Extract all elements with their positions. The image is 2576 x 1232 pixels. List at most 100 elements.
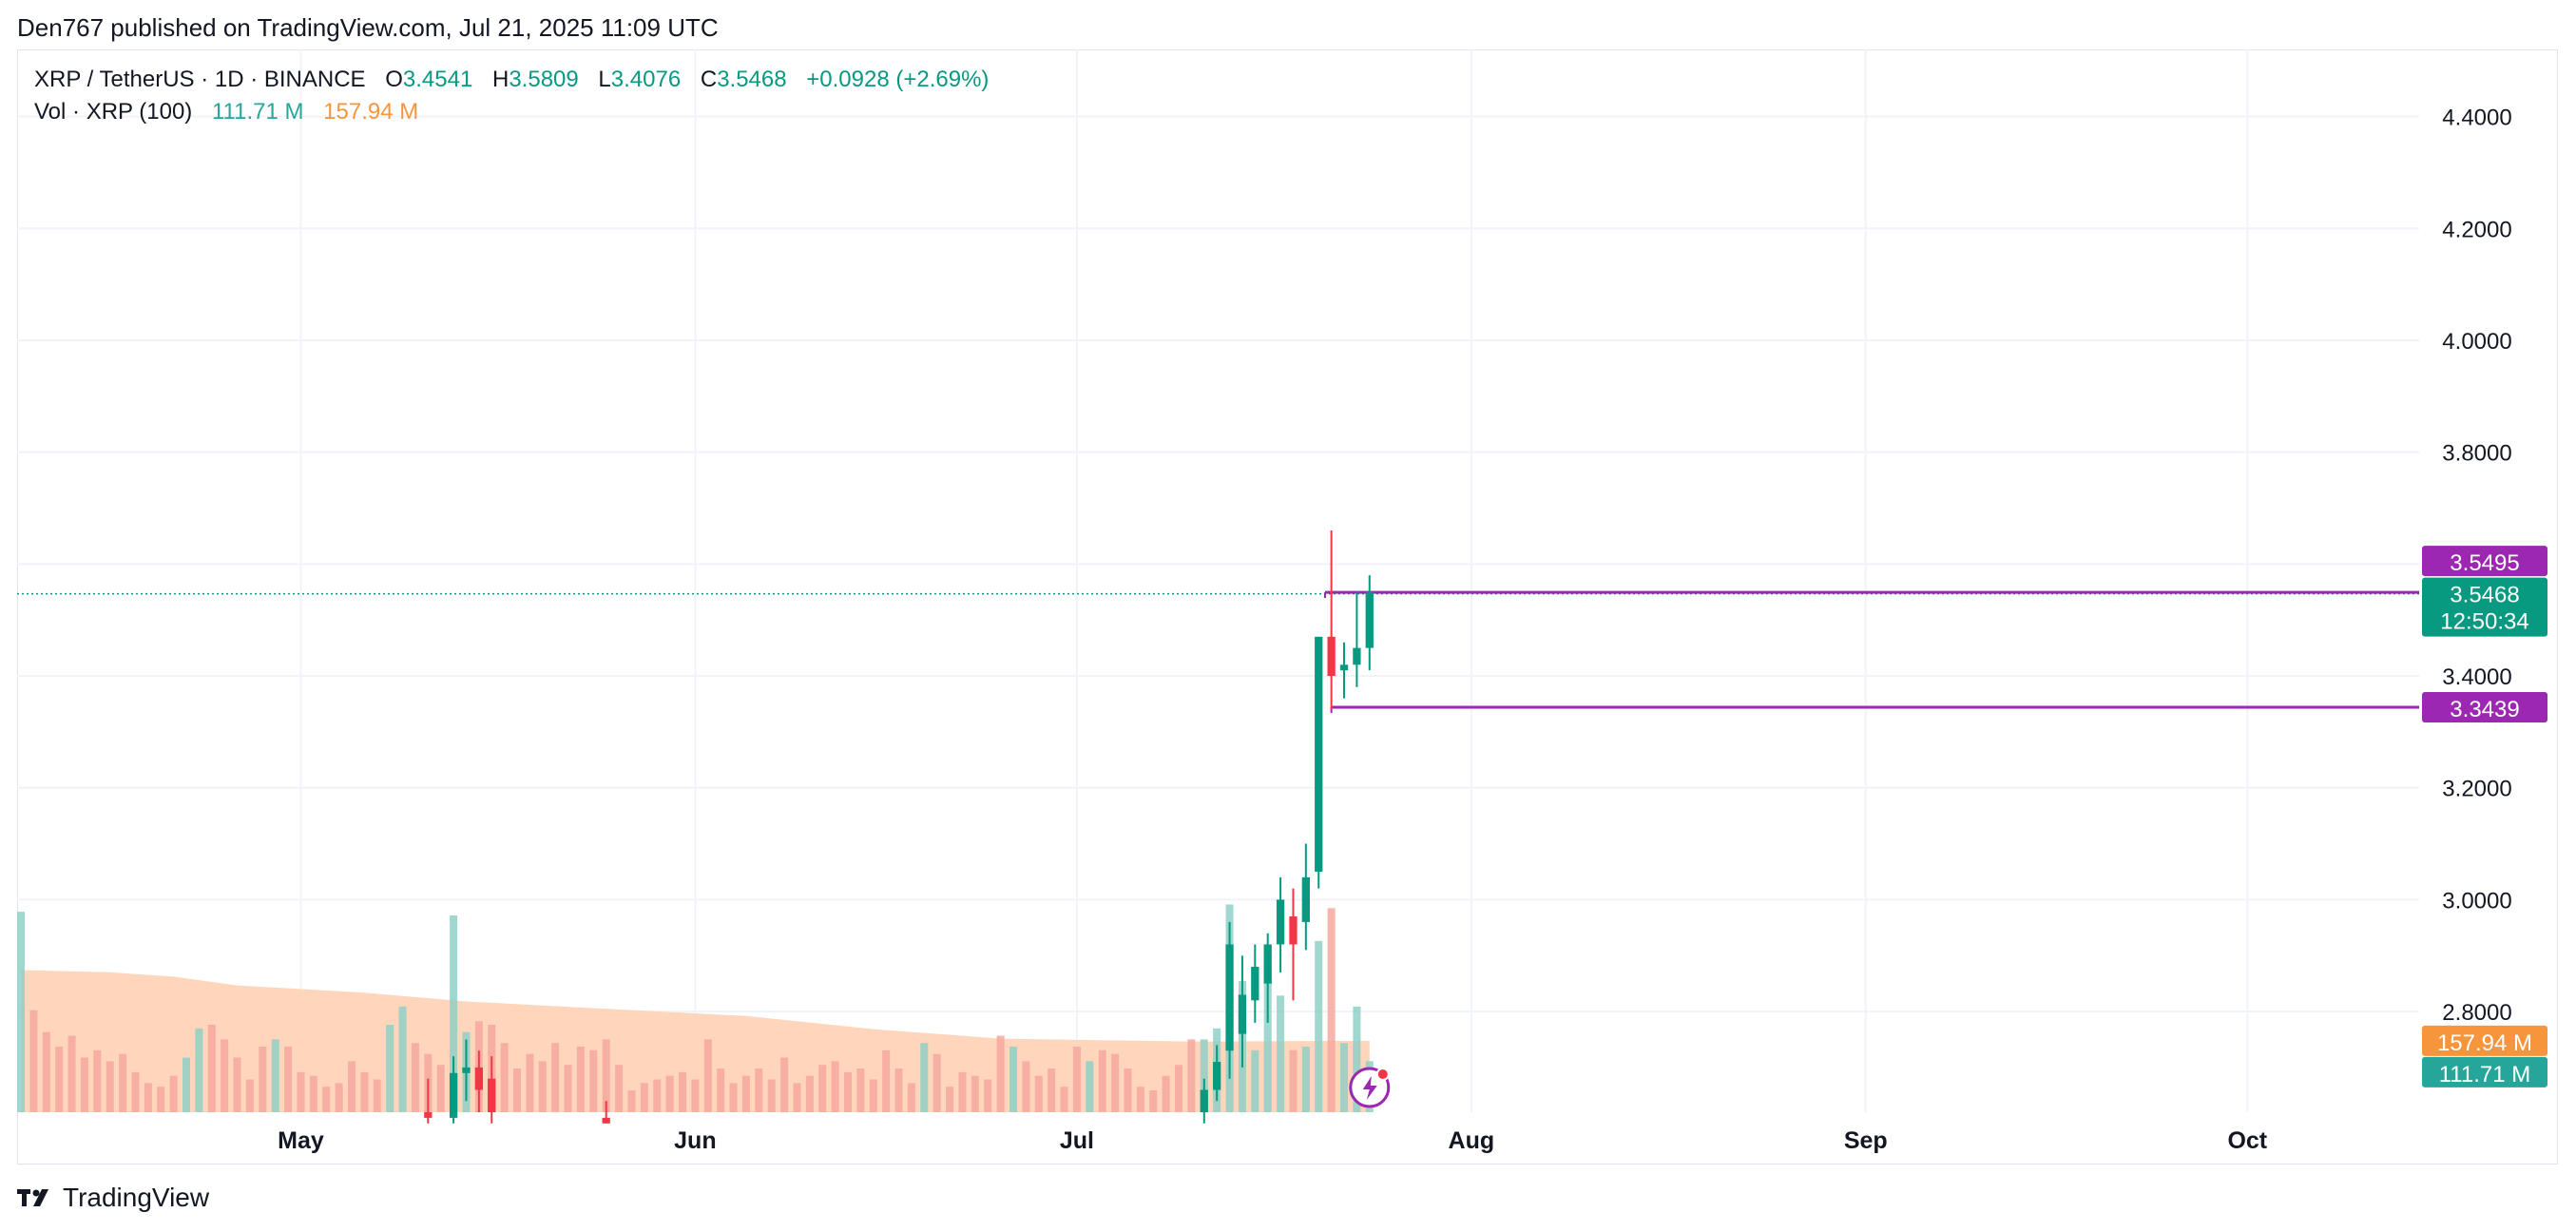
- volume-bar: [411, 1043, 419, 1112]
- open-value: 3.4541: [402, 67, 473, 92]
- hline-price-tag-box: [2422, 692, 2547, 723]
- volume-bar: [1339, 1043, 1349, 1112]
- volume-bar: [538, 1061, 547, 1112]
- hline-price-tag-text: 3.3439: [2450, 697, 2519, 722]
- candle-body: [474, 1067, 484, 1090]
- volume-bar: [106, 1061, 114, 1112]
- volume-bar: [347, 1061, 356, 1112]
- volume-legend: Vol · XRP (100) 111.71 M 157.94 M: [34, 99, 418, 125]
- volume-bar: [1174, 1065, 1183, 1112]
- volume-bar: [1022, 1061, 1030, 1112]
- volume-bar: [1072, 1047, 1081, 1112]
- x-tick-label: Jul: [1060, 1127, 1094, 1154]
- volume-bar: [1263, 962, 1272, 1112]
- volume-bar: [1060, 1087, 1068, 1112]
- y-tick-label: 4.2000: [2442, 217, 2511, 242]
- volume-bar: [602, 1039, 610, 1112]
- volume-tag-box: [2422, 1025, 2547, 1056]
- candle-body: [1339, 664, 1349, 671]
- candle-body: [1225, 944, 1234, 1051]
- volume-bar: [1277, 995, 1285, 1112]
- volume-bar: [245, 1079, 254, 1112]
- volume-bar: [221, 1039, 229, 1112]
- y-tick-label: 4.0000: [2442, 329, 2511, 355]
- volume-bar: [271, 1039, 279, 1112]
- volume-bar: [615, 1065, 624, 1112]
- symbol-legend: XRP / TetherUS · 1D · BINANCE O3.4541 H3…: [34, 67, 989, 93]
- volume-bar: [767, 1079, 776, 1112]
- volume-bar: [436, 1065, 445, 1112]
- volume-ma-value: 157.94 M: [323, 99, 419, 125]
- volume-bar: [1162, 1075, 1170, 1112]
- close-value: 3.5468: [717, 67, 787, 92]
- volume-bar: [576, 1047, 585, 1112]
- volume-bar: [984, 1079, 992, 1112]
- volume-bar: [703, 1039, 712, 1112]
- lightning-icon: [1362, 1076, 1377, 1100]
- y-tick-label: 2.8000: [2442, 1000, 2511, 1026]
- volume-bar: [309, 1075, 317, 1112]
- volume-bar: [653, 1079, 662, 1112]
- volume-bar: [398, 1006, 407, 1112]
- volume-bar: [386, 1025, 394, 1112]
- volume-bar: [818, 1065, 827, 1112]
- volume-bar: [805, 1075, 814, 1112]
- volume-bar: [131, 1071, 140, 1112]
- y-tick-label: 3.0000: [2442, 888, 2511, 914]
- volume-bar: [717, 1068, 725, 1112]
- volume-bar: [640, 1083, 648, 1112]
- volume-bar: [207, 1025, 216, 1112]
- volume-bar: [1327, 908, 1336, 1112]
- candle-body: [1327, 636, 1336, 677]
- volume-bar: [17, 912, 26, 1112]
- volume-bar: [780, 1057, 789, 1112]
- volume-bar: [691, 1079, 700, 1112]
- volume-bar: [195, 1028, 203, 1112]
- volume-bar: [360, 1071, 369, 1112]
- volume-bar: [1034, 1075, 1043, 1112]
- volume-bar: [42, 1031, 50, 1112]
- y-tick-label: 3.4000: [2442, 664, 2511, 690]
- volume-bar: [793, 1083, 801, 1112]
- volume-bar: [1149, 1090, 1158, 1112]
- volume-bar: [67, 1035, 76, 1112]
- volume-bar: [589, 1049, 598, 1112]
- tradingview-logo-icon: [17, 1189, 48, 1206]
- footer-brand[interactable]: TradingView: [17, 1183, 209, 1213]
- candle-body: [602, 1117, 610, 1124]
- candle-body: [1200, 1089, 1208, 1112]
- close-label: C: [700, 67, 718, 92]
- open-label: O: [385, 67, 403, 92]
- volume-bar: [831, 1061, 839, 1112]
- x-tick-label: Aug: [1449, 1127, 1495, 1154]
- low-value: 3.4076: [610, 67, 682, 92]
- publish-line: Den767 published on TradingView.com, Jul…: [17, 13, 719, 42]
- high-value: 3.5809: [509, 67, 579, 92]
- candle-body: [1263, 944, 1272, 984]
- candle-body: [1315, 636, 1323, 872]
- candle-body: [1353, 647, 1361, 665]
- x-tick-label: May: [278, 1127, 324, 1154]
- volume-bar: [551, 1043, 560, 1112]
- volume-bar: [259, 1047, 267, 1112]
- candle-body: [1365, 591, 1374, 648]
- volume-bar: [500, 1043, 509, 1112]
- chart-frame: [17, 49, 2558, 1165]
- volume-bar: [297, 1071, 305, 1112]
- hline-price-tag-text: 3.5495: [2450, 550, 2519, 576]
- volume-bar: [729, 1083, 738, 1112]
- volume-bar: [932, 1053, 941, 1112]
- volume-bar: [1301, 1047, 1310, 1112]
- volume-bar: [665, 1075, 674, 1112]
- candle-body: [488, 1078, 496, 1112]
- volume-bar: [1200, 1039, 1208, 1112]
- hline-price-tag-box: [2422, 546, 2547, 577]
- low-label: L: [598, 67, 611, 92]
- volume-bar: [843, 1071, 853, 1112]
- volume-bar: [920, 1043, 929, 1112]
- volume-bar: [182, 1057, 191, 1112]
- volume-bar: [946, 1087, 954, 1112]
- volume-bar: [741, 1075, 750, 1112]
- volume-bar: [907, 1083, 915, 1112]
